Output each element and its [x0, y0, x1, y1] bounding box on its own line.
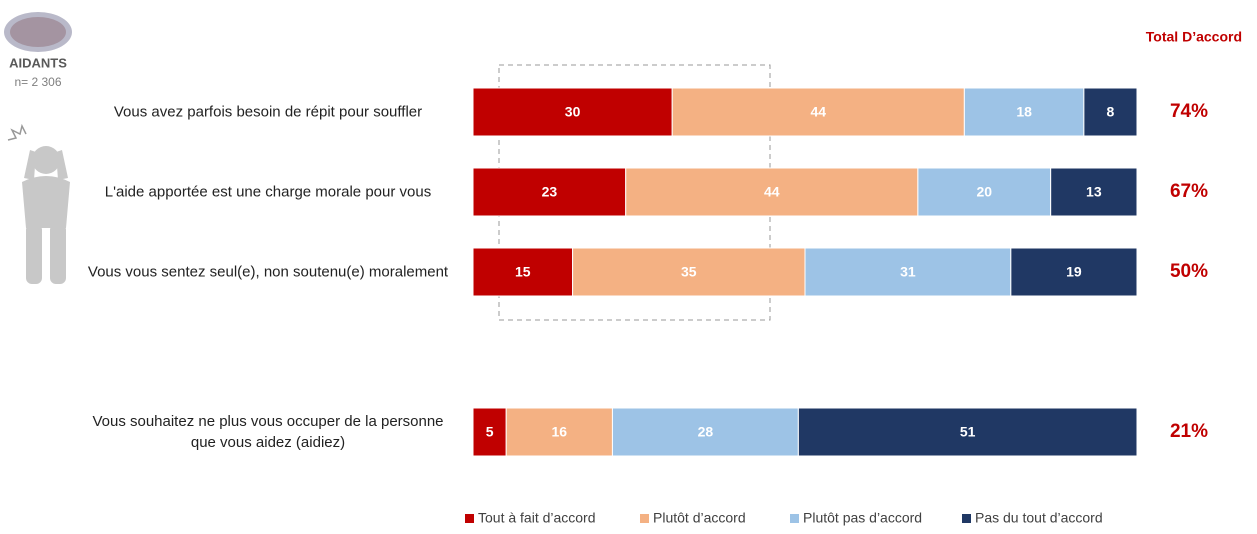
bar-segment — [1010, 247, 1138, 297]
bar-segment — [472, 247, 574, 297]
value-label: 16 — [552, 424, 568, 440]
value-label: 5 — [486, 424, 494, 440]
legend-label: Plutôt d’accord — [653, 510, 746, 526]
bar-segment — [472, 87, 673, 137]
total-label: 74% — [1170, 101, 1208, 122]
category-label: Vous souhaitez ne plus vous occuper de l… — [92, 413, 444, 451]
value-label: 8 — [1107, 104, 1115, 120]
category-label: L'aide apportée est une charge morale po… — [104, 183, 432, 201]
value-label: 15 — [515, 264, 531, 280]
value-label: 30 — [565, 104, 581, 120]
bar-segment — [472, 407, 507, 457]
value-label: 20 — [976, 184, 992, 200]
bar-segment — [505, 407, 613, 457]
bar-segment — [572, 247, 806, 297]
legend-label: Tout à fait d’accord — [478, 510, 596, 526]
totals-title: Total D’accord — [1146, 29, 1242, 45]
total-label: 67% — [1170, 181, 1208, 202]
legend-swatch — [962, 514, 971, 523]
bar-segment — [963, 87, 1085, 137]
bar-segment — [671, 87, 965, 137]
bar-segment — [797, 407, 1138, 457]
value-label: 51 — [960, 424, 976, 440]
legend-swatch — [790, 514, 799, 523]
category-label: Vous avez parfois besoin de répit pour s… — [113, 103, 423, 121]
legend-swatch — [465, 514, 474, 523]
legend-label: Pas du tout d’accord — [975, 510, 1103, 526]
category-label: Vous vous sentez seul(e), non soutenu(e)… — [87, 263, 449, 281]
header-title: AIDANTS — [9, 55, 67, 70]
total-label: 21% — [1170, 421, 1208, 442]
crowd-icon — [4, 12, 72, 52]
header-subtitle: n= 2 306 — [14, 75, 61, 89]
value-label: 18 — [1016, 104, 1032, 120]
bar-segment — [1050, 167, 1138, 217]
bar-segment — [472, 167, 627, 217]
value-label: 44 — [764, 184, 780, 200]
total-label: 50% — [1170, 261, 1208, 282]
value-label: 44 — [810, 104, 826, 120]
bar-segment — [1083, 87, 1138, 137]
legend-label: Plutôt pas d’accord — [803, 510, 922, 526]
value-label: 35 — [681, 264, 697, 280]
legend-swatch — [640, 514, 649, 523]
person-icon — [22, 146, 70, 284]
bar-segment — [917, 167, 1052, 217]
value-label: 23 — [542, 184, 558, 200]
value-label: 31 — [900, 264, 916, 280]
value-label: 19 — [1066, 264, 1082, 280]
value-label: 28 — [698, 424, 714, 440]
stress-icon — [7, 123, 27, 141]
bar-segment — [804, 247, 1012, 297]
bar-segment — [625, 167, 919, 217]
value-label: 13 — [1086, 184, 1102, 200]
